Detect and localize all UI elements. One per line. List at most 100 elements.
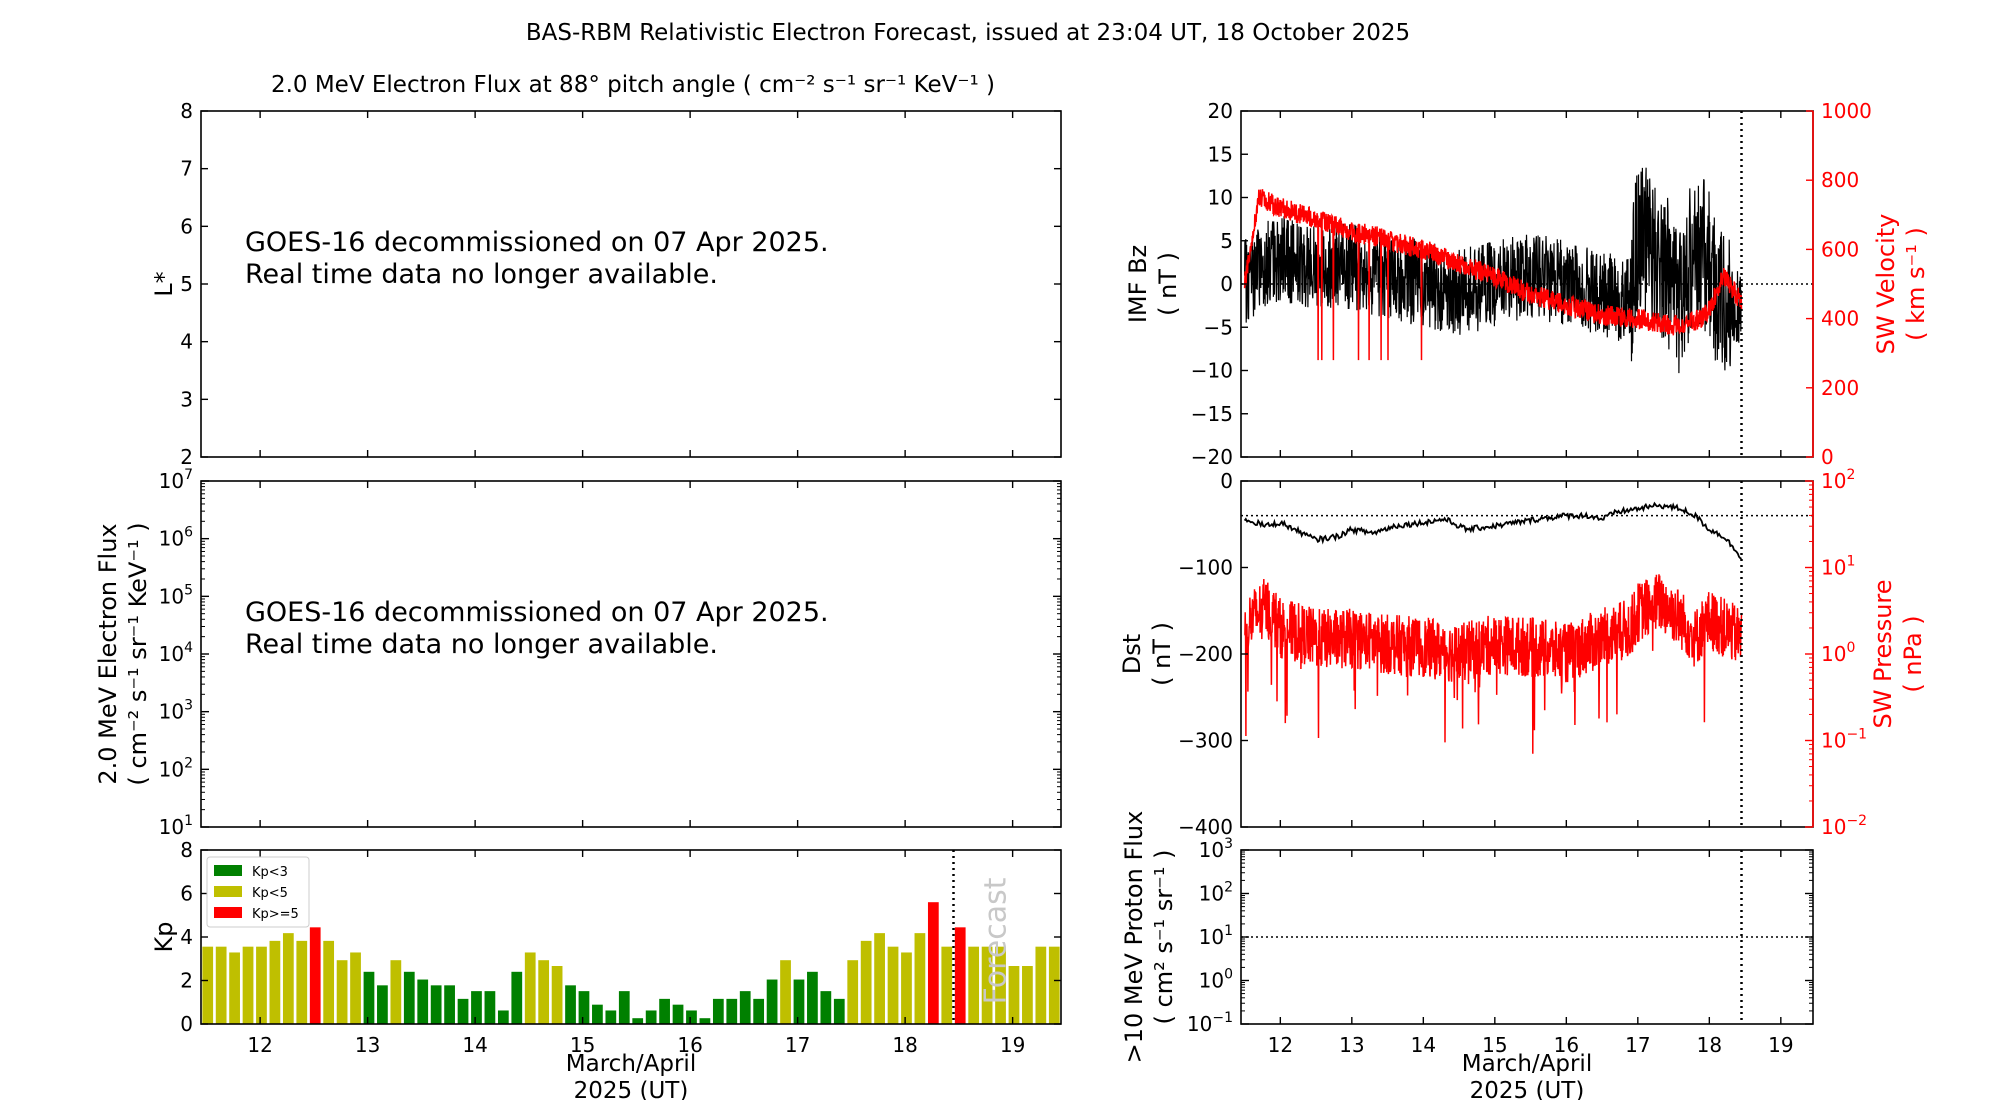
kp-bar [524, 952, 536, 1024]
y-tick-label: −15 [1191, 402, 1233, 426]
eflux-xticks [259, 481, 1014, 827]
kp-bar [874, 933, 885, 1024]
kp-bar [618, 991, 630, 1024]
kp-bar [645, 1010, 657, 1024]
kp-bar [739, 991, 751, 1024]
kp-bar [309, 927, 321, 1024]
kp-bars [202, 902, 1060, 1024]
y-tick-label: 0 [1220, 469, 1233, 493]
x-tick-label: 18 [1697, 1033, 1722, 1057]
proton-xticks: 12 13 14 15 16 17 18 19 [1268, 850, 1794, 1057]
kp-bar [578, 991, 590, 1024]
kp-bar [215, 946, 227, 1024]
kp-bar [887, 946, 899, 1024]
dst-line [1243, 501, 1742, 560]
x-tick-label: 18 [892, 1033, 917, 1057]
lstar-panel: 2.0 MeV Electron Flux at 88° pitch angle… [150, 72, 1062, 469]
kp-bar [833, 998, 845, 1024]
x-tick-label: 16 [677, 1033, 702, 1057]
kp-bar [605, 1010, 617, 1024]
kp-bar [229, 952, 240, 1024]
kp-bar [941, 946, 953, 1024]
proton-yticks: 10−1 100 101 102 103 [1187, 836, 1813, 1036]
kp-legend-label-low: Kp<3 [252, 865, 288, 880]
y-tick-label: 0 [1220, 272, 1233, 296]
kp-legend-label-high: Kp>=5 [252, 907, 299, 922]
imf-ylabel-line2: ( nT ) [1154, 252, 1182, 316]
kp-bar [672, 1004, 684, 1024]
kp-bar [350, 952, 361, 1024]
kp-panel: Forecast 0 2 4 6 8 12 13 14 15 16 17 18 19 Kp Kp<3 … [150, 838, 1062, 1100]
lstar-yticks: 2 3 4 5 6 7 8 [180, 99, 1061, 469]
x-tick-label: 15 [1482, 1033, 1507, 1057]
kp-bar [780, 960, 791, 1024]
y-tick-label: −10 [1191, 359, 1233, 383]
y-tick-label: −5 [1204, 315, 1233, 339]
kp-bar [995, 946, 1006, 1024]
kp-ylabel: Kp [150, 922, 178, 953]
sw-velocity-label-line1: SW Velocity [1872, 214, 1900, 355]
y-tick-label: 20 [1208, 99, 1233, 123]
kp-bar [551, 966, 563, 1024]
y2-tick-label: 100 [1821, 640, 1855, 666]
kp-bar [511, 971, 523, 1024]
y-tick-label: 105 [159, 582, 193, 608]
y-tick-label: 2 [180, 445, 193, 469]
figure-title: BAS-RBM Relativistic Electron Forecast, … [526, 20, 1410, 46]
kp-bar [538, 960, 550, 1024]
y2-tick-label: 400 [1821, 307, 1859, 331]
eflux-panel: 101 102 103 104 105 106 107 2.0 MeV Electron F… [94, 467, 1062, 839]
kp-bar [202, 946, 214, 1024]
kp-bar [686, 1010, 697, 1024]
x-tick-label: 16 [1554, 1033, 1579, 1057]
kp-bar [699, 1018, 711, 1024]
imf-xticks [1279, 111, 1782, 457]
kp-bar [901, 952, 912, 1024]
lstar-title: 2.0 MeV Electron Flux at 88° pitch angle… [271, 72, 995, 98]
x-tick-label: 14 [1411, 1033, 1436, 1057]
y-tick-label: 2 [180, 969, 193, 993]
y-tick-label: 10 [1208, 186, 1233, 210]
y-tick-label: 6 [180, 214, 193, 238]
sw-pressure-label-line1: SW Pressure [1869, 579, 1897, 728]
eflux-note-line2: Real time data no longer available. [245, 629, 718, 660]
proton-xlabel-line2: 2025 (UT) [1470, 1078, 1585, 1100]
lstar-note-line2: Real time data no longer available. [245, 259, 718, 290]
dst-yticks: −400 −300 −200 −100 0 [1178, 469, 1248, 839]
y2-tick-label: 800 [1821, 168, 1859, 192]
kp-bar [484, 991, 496, 1024]
y-tick-label: 4 [180, 925, 193, 949]
kp-bar [968, 946, 980, 1024]
y-tick-label: 100 [1199, 967, 1233, 993]
y2-tick-label: 102 [1821, 467, 1855, 493]
kp-legend-swatch-high [214, 907, 242, 918]
y-tick-label: 6 [180, 882, 193, 906]
x-tick-label: 17 [785, 1033, 810, 1057]
kp-bar [753, 998, 765, 1024]
kp-bar [256, 946, 267, 1024]
y2-tick-label: 101 [1821, 554, 1855, 580]
y-tick-label: 4 [180, 330, 193, 354]
y-tick-label: 8 [180, 838, 193, 862]
kp-bar [282, 933, 294, 1024]
kp-bar [565, 985, 576, 1024]
kp-bar [430, 985, 442, 1024]
eflux-ylabel-line2: ( cm⁻² s⁻¹ sr⁻¹ KeV⁻¹ ) [124, 522, 152, 785]
y-tick-label: 104 [159, 640, 193, 666]
y-tick-label: −300 [1178, 729, 1233, 753]
kp-bar [807, 971, 818, 1024]
proton-ylabel-line1: >10 MeV Proton Flux [1120, 811, 1148, 1064]
kp-bar [659, 998, 670, 1024]
y-tick-label: −20 [1191, 445, 1233, 469]
lstar-ylabel: L* [150, 271, 178, 296]
imf-panel: −20 −15 −10 −5 0 5 10 15 20 0 200 400 600 800 1000 IM… [1124, 99, 1930, 469]
kp-bar [860, 940, 872, 1024]
dst-xticks [1279, 481, 1782, 827]
lstar-xticks [259, 111, 1014, 457]
sw-pressure-line [1244, 574, 1743, 754]
y-tick-label: 8 [180, 99, 193, 123]
kp-bar [403, 971, 415, 1024]
proton-xlabel-line1: March/April [1462, 1051, 1592, 1077]
x-tick-label: 15 [570, 1033, 595, 1057]
kp-bar [497, 1010, 509, 1024]
